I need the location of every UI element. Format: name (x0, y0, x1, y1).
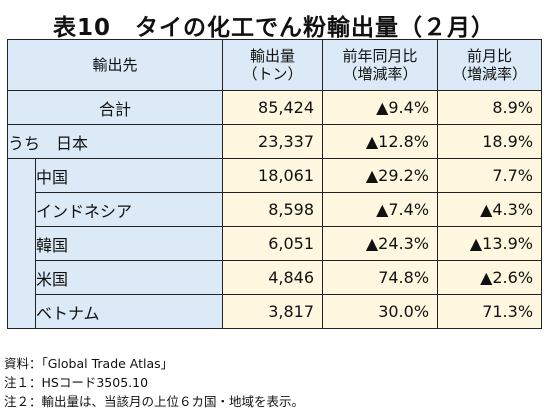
header-mom-line2: （増減率） (452, 65, 528, 83)
header-volume: 輸出量 （トン） (222, 39, 324, 91)
cell-volume: 4,846 (222, 260, 324, 295)
cell-volume: 6,051 (222, 226, 324, 261)
cell-mom: ▲2.6% (437, 260, 543, 295)
header-yoy: 前年同月比 （増減率） (322, 39, 439, 91)
note-2: 注２：輸出量は、当該月の上位６カ国・地域を表示。 (4, 394, 305, 409)
header-destination: 輸出先 (6, 39, 224, 91)
indent-cell (7, 192, 36, 227)
table-row-total: 合計 85,424 ▲9.4% 8.9% (6, 90, 543, 125)
cell-yoy-total: ▲9.4% (322, 90, 439, 125)
row-name: 韓国 (34, 226, 224, 261)
cell-yoy: ▲29.2% (322, 158, 439, 193)
source-note: 資料：「Global Trade Atlas」 (4, 356, 174, 371)
cell-volume-total: 85,424 (222, 90, 324, 125)
header-mom: 前月比 （増減率） (437, 39, 543, 91)
cell-volume: 8,598 (222, 192, 324, 227)
cell-mom-japan: 18.9% (437, 124, 543, 159)
indent-cell (7, 260, 36, 295)
table-row: ベトナム 3,817 30.0% 71.3% (7, 294, 543, 329)
header-yoy-line1: 前年同月比 (342, 47, 418, 65)
footnotes: 資料：「Global Trade Atlas」 注１：HSコード3505.10 … (4, 354, 304, 411)
header-volume-line2: （トン） (242, 65, 303, 83)
row-name: インドネシア (34, 192, 224, 227)
table-row: 米国 4,846 74.8% ▲2.6% (7, 260, 543, 295)
table-row: 中国 18,061 ▲29.2% 7.7% (7, 158, 543, 193)
cell-mom: 71.3% (437, 294, 543, 329)
export-table: 輸出先 輸出量 （トン） 前年同月比 （増減率） 前月比 （増減率） 合計 85… (6, 39, 543, 329)
cell-mom: ▲13.9% (437, 226, 543, 261)
cell-yoy-japan: ▲12.8% (322, 124, 439, 159)
cell-volume-japan: 23,337 (222, 124, 324, 159)
row-name-japan: うち 日本 (6, 124, 224, 159)
cell-yoy: 30.0% (322, 294, 439, 329)
cell-mom: 7.7% (437, 158, 543, 193)
cell-yoy: ▲24.3% (322, 226, 439, 261)
indent-cell (7, 294, 36, 329)
cell-yoy: ▲7.4% (322, 192, 439, 227)
row-name: 中国 (34, 158, 224, 193)
indent-cell (7, 158, 36, 193)
row-name-total: 合計 (6, 90, 224, 125)
header-row: 輸出先 輸出量 （トン） 前年同月比 （増減率） 前月比 （増減率） (6, 39, 543, 91)
table-row: インドネシア 8,598 ▲7.4% ▲4.3% (7, 192, 543, 227)
cell-yoy: 74.8% (322, 260, 439, 295)
note-1: 注１：HSコード3505.10 (4, 375, 149, 390)
table-row-japan: うち 日本 23,337 ▲12.8% 18.9% (6, 124, 543, 159)
cell-volume: 18,061 (222, 158, 324, 193)
header-yoy-line2: （増減率） (342, 65, 418, 83)
header-volume-line1: 輸出量 (250, 47, 296, 65)
cell-volume: 3,817 (222, 294, 324, 329)
cell-mom-total: 8.9% (437, 90, 543, 125)
row-name: ベトナム (34, 294, 224, 329)
indent-cell (7, 226, 36, 261)
table-row: 韓国 6,051 ▲24.3% ▲13.9% (7, 226, 543, 261)
table-title: 表10 タイの化工でん粉輸出量（２月） (52, 15, 495, 41)
row-name: 米国 (34, 260, 224, 295)
cell-mom: ▲4.3% (437, 192, 543, 227)
header-mom-line1: 前月比 (467, 47, 513, 65)
